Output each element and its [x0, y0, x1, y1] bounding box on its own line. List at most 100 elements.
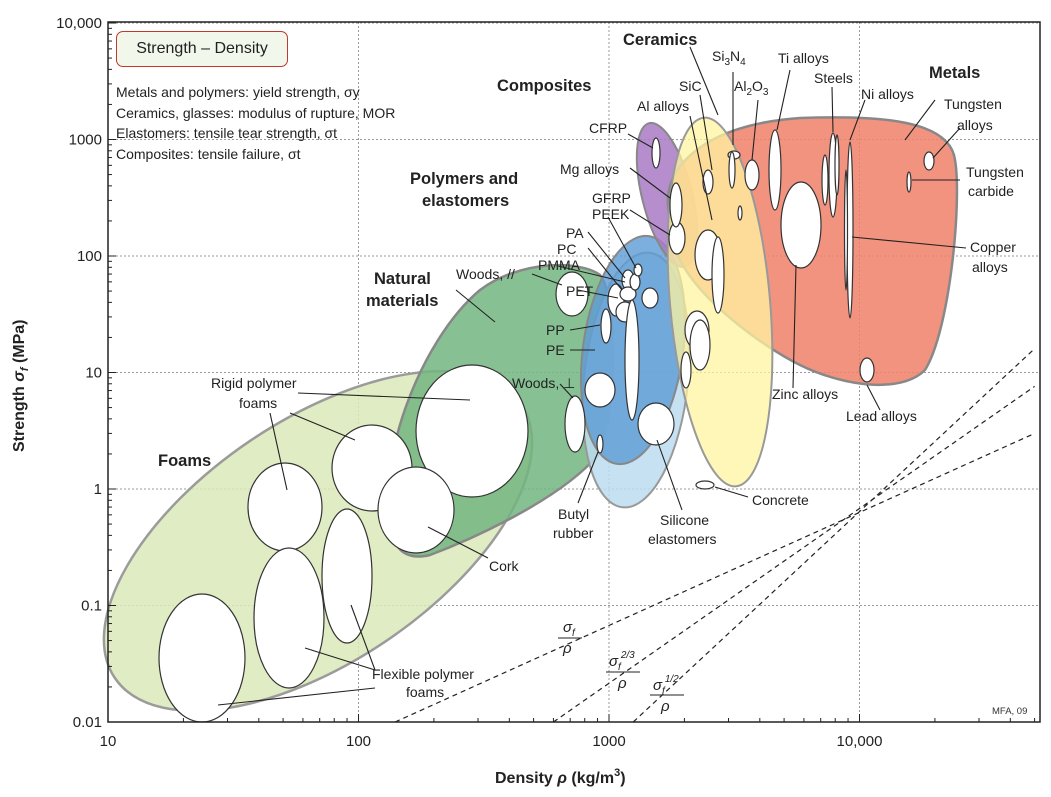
guidelines [394, 348, 1036, 723]
x-tick-label: 1000 [592, 733, 625, 750]
bubble-rigid-foam-1 [415, 364, 529, 498]
note-metals: Metals and polymers: yield strength, σy [116, 84, 360, 100]
note-ceramics: Ceramics, glasses: modulus of rupture, M… [116, 104, 396, 121]
guideline-2 [553, 385, 1035, 723]
label-pe: PE [546, 342, 565, 358]
label-cork: Cork [489, 558, 520, 574]
label-cfrp: CFRP [589, 120, 627, 136]
label-woods-par: Woods, // [456, 266, 515, 282]
bubble-concrete [695, 480, 715, 490]
bubble-al2o3 [744, 159, 760, 191]
natural-title-1: Natural [374, 270, 431, 288]
label-pmma: PMMA [538, 257, 581, 273]
label-concrete: Concrete [752, 492, 809, 508]
bubble-steels-2 [821, 154, 829, 206]
y-tick-label: 10,000 [56, 15, 102, 32]
y-tick-label: 10 [85, 365, 102, 382]
bubble-woods-par [555, 271, 589, 317]
y-axis-title: Strength σf (MPa) [11, 319, 31, 452]
guide-label-3: σf1/2 ρ [650, 674, 684, 715]
polymers-title-2: elastomers [422, 192, 509, 210]
label-ni: Ni alloys [861, 86, 914, 102]
y-tick-label: 1 [94, 481, 102, 498]
label-lead: Lead alloys [846, 408, 917, 424]
bubble-pe [584, 372, 616, 408]
x-axis-title: Density ρ (kg/m3) [495, 767, 626, 787]
bubble-zinc [780, 181, 822, 269]
label-wc-1: Tungsten [966, 164, 1024, 180]
y-tick-label: 1000 [69, 132, 102, 149]
bubble-wc [906, 171, 912, 193]
bubble-si3n4-b [728, 151, 736, 189]
svg-text:ρ: ρ [562, 640, 572, 657]
guide-label-1: σf ρ [558, 619, 582, 657]
bubble-woods-perp [564, 395, 586, 453]
label-gfrp: GFRP [592, 190, 631, 206]
bubble-butyl [596, 434, 604, 454]
label-flex-2: foams [406, 684, 444, 700]
label-ti: Ti alloys [778, 50, 829, 66]
x-tick-label: 100 [346, 733, 371, 750]
credit: MFA, 09 [992, 706, 1027, 717]
svg-text:ρ: ρ [660, 698, 670, 715]
bubble-flex-foam-1 [321, 508, 373, 644]
foams-title: Foams [158, 452, 211, 470]
metals-title: Metals [929, 64, 980, 82]
label-rigid-2: foams [239, 395, 277, 411]
label-al2o3: Al2O3 [734, 78, 769, 98]
label-pet: PET [566, 283, 594, 299]
material-labels: Si3N4 SiC Al2O3 Ti alloys Steels Ni allo… [211, 48, 1024, 700]
bubble-steels-3 [834, 134, 840, 196]
guideline-3 [632, 348, 1036, 723]
label-butyl-2: rubber [553, 525, 594, 541]
note-elastomers: Elastomers: tensile tear strength, σt [116, 125, 338, 141]
label-pa: PA [566, 225, 584, 241]
label-steels: Steels [814, 70, 853, 86]
label-tungsten-2: alloys [957, 117, 993, 133]
family-titles: Ceramics Composites Metals Polymers and … [158, 31, 980, 470]
bubble-rigid-foam-3 [247, 462, 323, 552]
svg-text:σf1/2: σf1/2 [653, 674, 679, 697]
label-mg: Mg alloys [560, 161, 619, 177]
label-zinc: Zinc alloys [772, 386, 838, 402]
note-composites: Composites: tensile failure, σt [116, 145, 301, 162]
x-tick-label: 10,000 [837, 733, 883, 750]
label-sic: SiC [679, 78, 702, 94]
bubble-copper [843, 169, 849, 291]
polymers-title-1: Polymers and [410, 170, 518, 188]
composites-title: Composites [497, 77, 591, 95]
label-flex-1: Flexible polymer [372, 666, 474, 682]
y-tick-label: 0.01 [73, 714, 102, 731]
ceramics-title: Ceramics [623, 31, 697, 49]
label-wc-2: carbide [968, 183, 1014, 199]
guide-label-2: σf2/3 ρ [606, 650, 640, 692]
bubble-tungsten [923, 151, 935, 171]
x-tick-label: 10 [100, 733, 117, 750]
y-tick-label: 0.1 [81, 598, 102, 615]
label-copper-2: alloys [972, 259, 1008, 275]
bubble-al-2 [711, 236, 725, 314]
svg-text:σf2/3: σf2/3 [609, 650, 635, 673]
label-peek: PEEK [592, 206, 630, 222]
label-pp: PP [546, 322, 565, 338]
label-silicone-2: elastomers [648, 531, 716, 547]
label-butyl-1: Butyl [558, 506, 589, 522]
label-woods-perp: Woods, ⊥ [512, 375, 575, 391]
chart-notes: Metals and polymers: yield strength, σy … [116, 82, 395, 164]
bubble-cfrp [651, 137, 661, 169]
natural-title-2: materials [366, 292, 438, 310]
bubble-ceramic-3 [680, 351, 692, 389]
label-rigid-1: Rigid polymer [211, 375, 297, 391]
material-bubbles [158, 129, 935, 723]
bubble-ceramic-2 [689, 319, 711, 371]
bubble-ti [768, 129, 782, 211]
label-pc: PC [557, 241, 576, 257]
label-pointers [217, 46, 967, 706]
label-si3n4: Si3N4 [712, 48, 746, 68]
bubble-pp [600, 308, 612, 344]
axes: 10 100 1000 10,000 0.01 0.1 1 10 100 1000 10,000 [56, 15, 1041, 750]
label-copper-1: Copper [970, 239, 1016, 255]
label-al: Al alloys [637, 98, 689, 114]
